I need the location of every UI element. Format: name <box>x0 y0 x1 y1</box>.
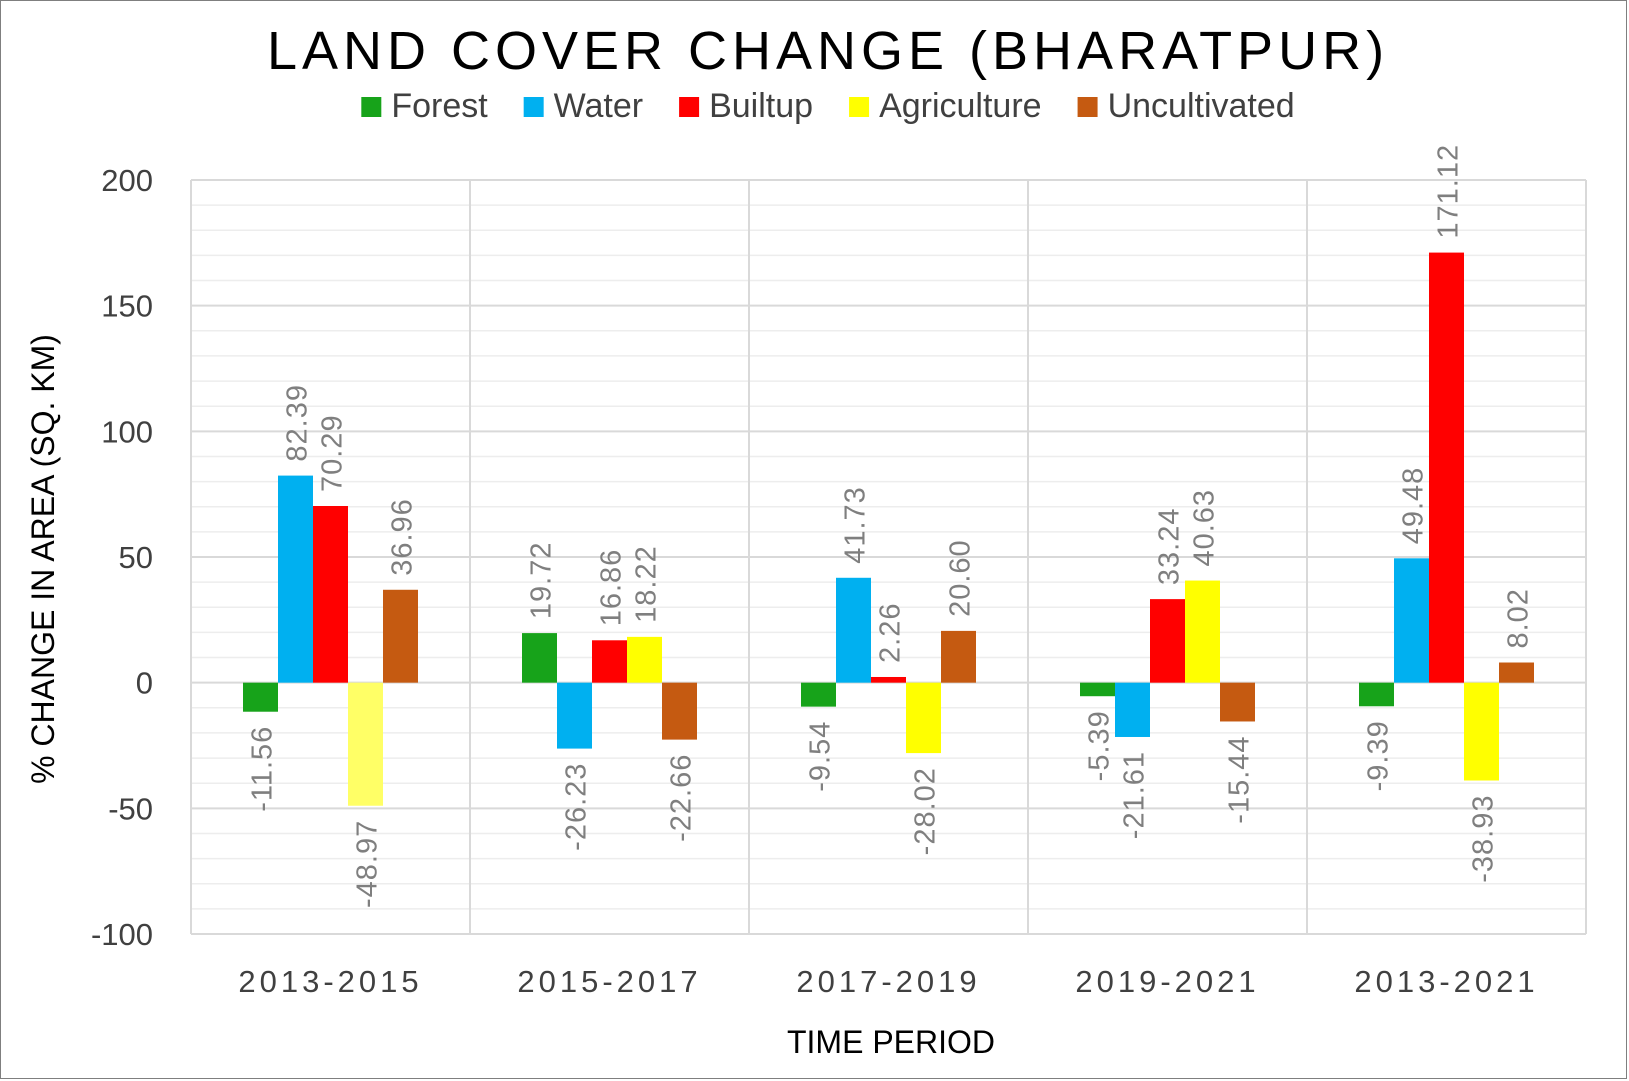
data-label: -38.93 <box>1468 795 1500 883</box>
legend-label-agriculture: Agriculture <box>879 87 1042 125</box>
data-label: -15.44 <box>1224 735 1256 823</box>
data-label: 18.22 <box>631 545 663 623</box>
data-label: -48.97 <box>352 820 384 908</box>
legend-swatch-water <box>523 97 544 117</box>
bars <box>243 252 1534 806</box>
bar-agriculture <box>348 682 383 806</box>
data-label: -11.56 <box>247 726 279 812</box>
x-tick-label: 2013-2015 <box>238 964 422 999</box>
data-label: 20.60 <box>945 539 977 617</box>
legend-swatch-uncultivated <box>1077 97 1098 117</box>
x-axis-title: TIME PERIOD <box>787 1024 995 1060</box>
data-label: 82.39 <box>282 384 314 462</box>
data-label: 171.12 <box>1433 144 1465 239</box>
bar-builtup <box>1429 252 1464 683</box>
data-label: 40.63 <box>1189 489 1221 567</box>
bar-builtup <box>313 506 348 683</box>
y-axis-ticks: 200 150 100 50 0 -50 -100 <box>91 163 153 952</box>
bar-agriculture <box>1464 682 1499 781</box>
bar-forest <box>243 682 278 712</box>
data-label: 2.26 <box>875 603 907 663</box>
bar-agriculture <box>627 636 662 683</box>
data-label: -5.39 <box>1084 710 1116 781</box>
legend-label-builtup: Builtup <box>709 87 813 125</box>
data-label: 19.72 <box>526 542 558 620</box>
data-label: 16.86 <box>596 549 628 627</box>
gridlines <box>190 179 1587 935</box>
legend-swatch-agriculture <box>849 97 870 117</box>
bar-uncultivated <box>383 589 418 683</box>
data-label: -22.66 <box>666 754 698 842</box>
bar-uncultivated <box>662 682 697 740</box>
bar-water <box>836 577 871 683</box>
bar-water <box>278 475 313 683</box>
chart-title: LAND COVER CHANGE (BHARATPUR) <box>267 21 1389 81</box>
data-label: -26.23 <box>561 763 593 851</box>
y-tick-label: -100 <box>91 917 153 952</box>
data-label: 70.29 <box>317 414 349 492</box>
y-tick-label: 200 <box>101 163 153 198</box>
data-label: -9.54 <box>805 721 837 792</box>
bar-water <box>1115 682 1150 737</box>
legend-label-water: Water <box>554 87 643 125</box>
y-tick-label: 0 <box>136 666 153 701</box>
data-label: 36.96 <box>387 498 419 576</box>
legend-label-uncultivated: Uncultivated <box>1108 87 1295 125</box>
y-tick-label: 50 <box>119 540 153 575</box>
data-labels: -11.56 82.39 70.29 -48.97 36.96 19.72 -26.23 16… <box>247 144 1535 908</box>
data-label: 8.02 <box>1503 588 1535 648</box>
y-axis-title: % CHANGE IN AREA (SQ. KM) <box>25 334 61 784</box>
x-tick-label: 2013-2021 <box>1354 964 1538 999</box>
bar-forest <box>801 682 836 707</box>
data-label: -21.61 <box>1119 751 1151 839</box>
legend: Forest Water Builtup Agriculture Uncultivate… <box>361 87 1295 125</box>
data-label: -28.02 <box>910 767 942 855</box>
data-label: -9.39 <box>1363 720 1395 791</box>
bar-builtup <box>871 676 906 683</box>
legend-label-forest: Forest <box>391 87 488 125</box>
bar-builtup <box>1150 599 1185 683</box>
bar-agriculture <box>906 682 941 754</box>
data-label: 41.73 <box>840 486 872 564</box>
y-tick-label: 100 <box>101 414 153 449</box>
x-tick-label: 2019-2021 <box>1075 964 1259 999</box>
bar-uncultivated <box>941 630 976 683</box>
bar-builtup <box>592 640 627 683</box>
y-tick-label: -50 <box>108 791 153 826</box>
bar-forest <box>1080 682 1115 697</box>
data-label: 49.48 <box>1398 467 1430 545</box>
legend-swatch-forest <box>361 97 382 117</box>
legend-swatch-builtup <box>679 97 700 117</box>
y-tick-label: 150 <box>101 289 153 324</box>
data-label: 33.24 <box>1154 508 1186 586</box>
bar-water <box>557 682 592 749</box>
bar-forest <box>522 633 557 683</box>
bar-uncultivated <box>1220 682 1255 722</box>
bar-forest <box>1359 682 1394 707</box>
bar-water <box>1394 558 1429 683</box>
bar-agriculture <box>1185 580 1220 683</box>
x-tick-label: 2017-2019 <box>796 964 980 999</box>
x-axis-ticks: 2013-2015 2015-2017 2017-2019 2019-2021 2013… <box>238 964 1538 999</box>
bar-uncultivated <box>1499 662 1534 683</box>
x-tick-label: 2015-2017 <box>517 964 701 999</box>
